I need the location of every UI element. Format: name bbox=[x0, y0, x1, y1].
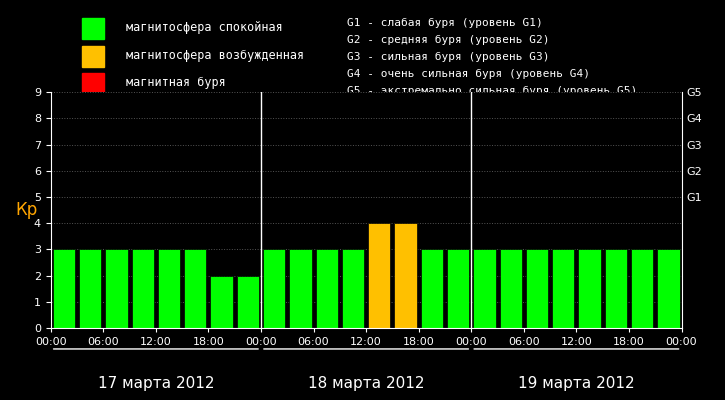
Text: G1 - слабая буря (уровень G1): G1 - слабая буря (уровень G1) bbox=[347, 18, 543, 28]
Bar bbox=[473, 250, 496, 328]
Bar bbox=[210, 276, 233, 328]
Bar bbox=[53, 250, 75, 328]
FancyBboxPatch shape bbox=[83, 18, 104, 39]
Text: 17 марта 2012: 17 марта 2012 bbox=[98, 376, 214, 392]
Bar bbox=[158, 250, 181, 328]
Text: магнитная буря: магнитная буря bbox=[126, 76, 226, 89]
Text: магнитосфера возбужденная: магнитосфера возбужденная bbox=[126, 49, 304, 62]
Text: G3 - сильная буря (уровень G3): G3 - сильная буря (уровень G3) bbox=[347, 52, 550, 62]
Bar bbox=[605, 250, 627, 328]
Bar bbox=[500, 250, 522, 328]
FancyBboxPatch shape bbox=[83, 73, 104, 94]
Text: G4 - очень сильная буря (уровень G4): G4 - очень сильная буря (уровень G4) bbox=[347, 69, 590, 79]
FancyBboxPatch shape bbox=[83, 46, 104, 67]
Text: 19 марта 2012: 19 марта 2012 bbox=[518, 376, 634, 392]
Bar bbox=[289, 250, 312, 328]
Bar bbox=[368, 223, 391, 328]
Bar bbox=[631, 250, 653, 328]
Text: G5 - экстремально сильная буря (уровень G5): G5 - экстремально сильная буря (уровень … bbox=[347, 86, 637, 96]
Bar bbox=[236, 276, 259, 328]
Bar bbox=[263, 250, 286, 328]
Y-axis label: Кр: Кр bbox=[16, 201, 38, 219]
Bar bbox=[131, 250, 154, 328]
Bar bbox=[394, 223, 417, 328]
Bar bbox=[315, 250, 338, 328]
Bar bbox=[447, 250, 469, 328]
Bar bbox=[79, 250, 102, 328]
Bar bbox=[184, 250, 207, 328]
Bar bbox=[105, 250, 128, 328]
Text: G2 - средняя буря (уровень G2): G2 - средняя буря (уровень G2) bbox=[347, 35, 550, 45]
Bar bbox=[579, 250, 601, 328]
Bar bbox=[341, 250, 364, 328]
Bar bbox=[657, 250, 679, 328]
Text: магнитосфера спокойная: магнитосфера спокойная bbox=[126, 21, 283, 34]
Bar bbox=[526, 250, 548, 328]
Text: 18 марта 2012: 18 марта 2012 bbox=[308, 376, 424, 392]
Bar bbox=[552, 250, 574, 328]
Bar bbox=[420, 250, 443, 328]
